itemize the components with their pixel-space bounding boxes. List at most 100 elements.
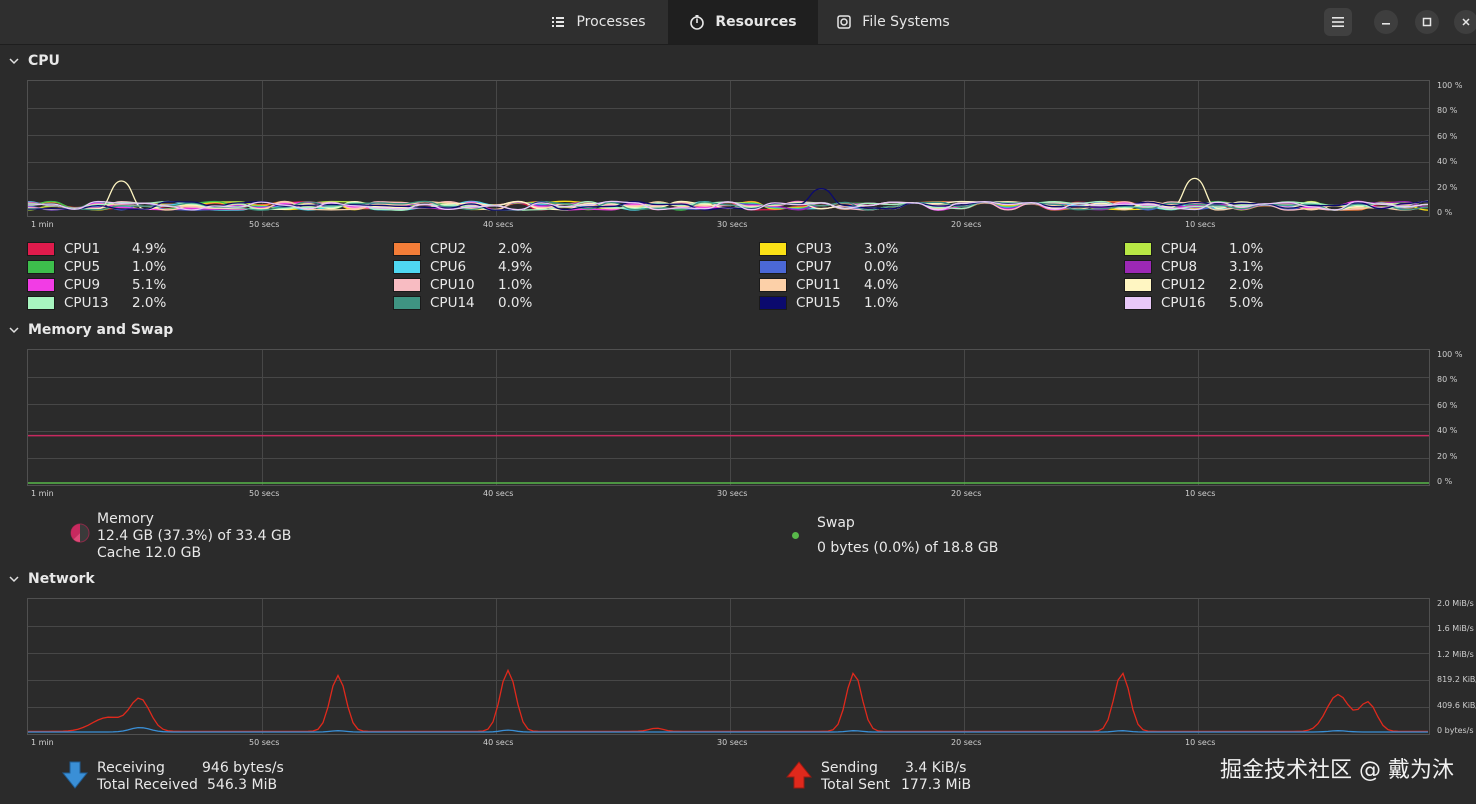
memory-usage: 12.4 GB (37.3%) of 33.4 GB — [97, 528, 292, 544]
tab-resources[interactable]: Resources — [668, 0, 818, 44]
graph-canvas — [28, 350, 1429, 485]
color-swatch[interactable] — [393, 242, 421, 256]
close-button[interactable] — [1454, 10, 1476, 34]
cpu-legend-item[interactable]: CPU12 2.0% — [1124, 277, 1263, 293]
cpu-section-toggle[interactable]: CPU — [8, 53, 60, 69]
tab-file-systems[interactable]: File Systems — [828, 0, 958, 44]
color-swatch[interactable] — [393, 260, 421, 274]
tab-file-systems-label: File Systems — [862, 14, 950, 30]
cpu-value: 3.1% — [1229, 259, 1264, 275]
cpu-legend-item[interactable]: CPU15 1.0% — [759, 295, 898, 311]
watermark-text: 掘金技术社区 @ 戴为沐 — [1220, 758, 1454, 783]
network-x-tick-label: 40 secs — [483, 738, 514, 747]
cpu-value: 1.0% — [864, 295, 899, 311]
cpu-legend-item[interactable]: CPU11 4.0% — [759, 277, 898, 293]
maximize-icon — [1422, 17, 1432, 27]
cpu-legend-item[interactable]: CPU5 1.0% — [27, 259, 166, 275]
cpu-value: 1.0% — [1229, 241, 1264, 257]
memory-pie-icon — [70, 523, 90, 543]
color-swatch[interactable] — [27, 242, 55, 256]
memory-label: Memory — [97, 511, 154, 527]
network-section-toggle[interactable]: Network — [8, 571, 95, 587]
tab-processes[interactable]: Processes — [528, 0, 668, 44]
total-sent-label: Total Sent — [821, 777, 891, 793]
cpu-value: 2.0% — [1229, 277, 1264, 293]
cpu-legend-item[interactable]: CPU4 1.0% — [1124, 241, 1263, 257]
upload-arrow-icon — [786, 761, 812, 789]
memory-x-tick-label: 1 min — [31, 489, 54, 498]
color-swatch[interactable] — [759, 296, 787, 310]
cpu-legend-item[interactable]: CPU8 3.1% — [1124, 259, 1263, 275]
cpu-x-tick-label: 20 secs — [951, 220, 982, 229]
memory-x-tick-label: 20 secs — [951, 489, 982, 498]
menu-button[interactable] — [1324, 8, 1352, 36]
cpu-name: CPU1 — [64, 241, 101, 257]
cpu-value: 4.9% — [132, 241, 167, 257]
memory-y-tick-label: 80 % — [1437, 375, 1458, 385]
cpu-legend-item[interactable]: CPU6 4.9% — [393, 259, 532, 275]
cpu-name: CPU9 — [64, 277, 101, 293]
network-x-tick-label: 50 secs — [249, 738, 280, 747]
cpu-legend-item[interactable]: CPU2 2.0% — [393, 241, 532, 257]
gauge-icon — [690, 15, 705, 30]
maximize-button[interactable] — [1415, 10, 1439, 34]
color-swatch[interactable] — [27, 278, 55, 292]
cpu-legend-item[interactable]: CPU10 1.0% — [393, 277, 532, 293]
cpu-name: CPU11 — [796, 277, 841, 293]
color-swatch[interactable] — [27, 296, 55, 310]
cpu-legend-item[interactable]: CPU1 4.9% — [27, 241, 166, 257]
memory-y-tick-label: 100 % — [1437, 350, 1463, 359]
color-swatch[interactable] — [1124, 278, 1152, 292]
memory-legend: Memory 12.4 GB (37.3%) of 33.4 GB Cache … — [97, 511, 291, 562]
cpu-value: 0.0% — [864, 259, 899, 275]
cpu-legend-item[interactable]: CPU16 5.0% — [1124, 295, 1263, 311]
chevron-down-icon — [9, 58, 19, 65]
cpu-value: 2.0% — [498, 241, 533, 257]
menu-icon — [1332, 17, 1344, 27]
cpu-name: CPU8 — [1161, 259, 1198, 275]
color-swatch[interactable] — [393, 296, 421, 310]
network-y-tick-label: 2.0 MiB/s — [1437, 599, 1474, 608]
network-x-tick-label: 1 min — [31, 738, 54, 747]
cpu-name: CPU13 — [64, 295, 109, 311]
cpu-name: CPU16 — [1161, 295, 1206, 311]
cpu-x-tick-label: 10 secs — [1185, 220, 1216, 229]
cpu-legend-item[interactable]: CPU7 0.0% — [759, 259, 898, 275]
cpu-legend-item[interactable]: CPU9 5.1% — [27, 277, 166, 293]
color-swatch[interactable] — [1124, 296, 1152, 310]
minimize-button[interactable] — [1374, 10, 1398, 34]
cpu-name: CPU14 — [430, 295, 475, 311]
cpu-value: 5.0% — [1229, 295, 1264, 311]
memory-history-graph — [27, 349, 1430, 486]
cpu-history-graph — [27, 80, 1430, 217]
minimize-icon — [1382, 23, 1390, 25]
color-swatch[interactable] — [1124, 260, 1152, 274]
cpu-section-title: CPU — [28, 53, 60, 69]
memory-y-tick-label: 20 % — [1437, 451, 1458, 461]
color-swatch[interactable] — [1124, 242, 1152, 256]
memory-y-tick-label: 40 % — [1437, 426, 1458, 436]
network-y-tick-label: 1.2 MiB/s — [1437, 649, 1474, 659]
memory-section-toggle[interactable]: Memory and Swap — [8, 322, 173, 338]
cpu-value: 0.0% — [498, 295, 533, 311]
cpu-legend-item[interactable]: CPU14 0.0% — [393, 295, 532, 311]
cpu-name: CPU15 — [796, 295, 841, 311]
memory-x-tick-label: 40 secs — [483, 489, 514, 498]
network-section-title: Network — [28, 571, 95, 587]
cpu-legend-item[interactable]: CPU3 3.0% — [759, 241, 898, 257]
color-swatch[interactable] — [393, 278, 421, 292]
cpu-legend-item[interactable]: CPU13 2.0% — [27, 295, 166, 311]
memory-x-tick-label: 50 secs — [249, 489, 280, 498]
swap-legend: Swap 0 bytes (0.0%) of 18.8 GB — [817, 511, 998, 561]
color-swatch[interactable] — [759, 278, 787, 292]
color-swatch[interactable] — [759, 242, 787, 256]
memory-y-tick-label: 0 % — [1437, 477, 1453, 486]
receiving-label: Receiving — [97, 760, 165, 776]
memory-y-tick-label: 60 % — [1437, 400, 1458, 410]
cpu-value: 4.0% — [864, 277, 899, 293]
swap-usage: 0 bytes (0.0%) of 18.8 GB — [817, 540, 999, 556]
cpu-y-tick-label: 100 % — [1437, 81, 1463, 90]
cpu-value: 4.9% — [498, 259, 533, 275]
color-swatch[interactable] — [27, 260, 55, 274]
color-swatch[interactable] — [759, 260, 787, 274]
